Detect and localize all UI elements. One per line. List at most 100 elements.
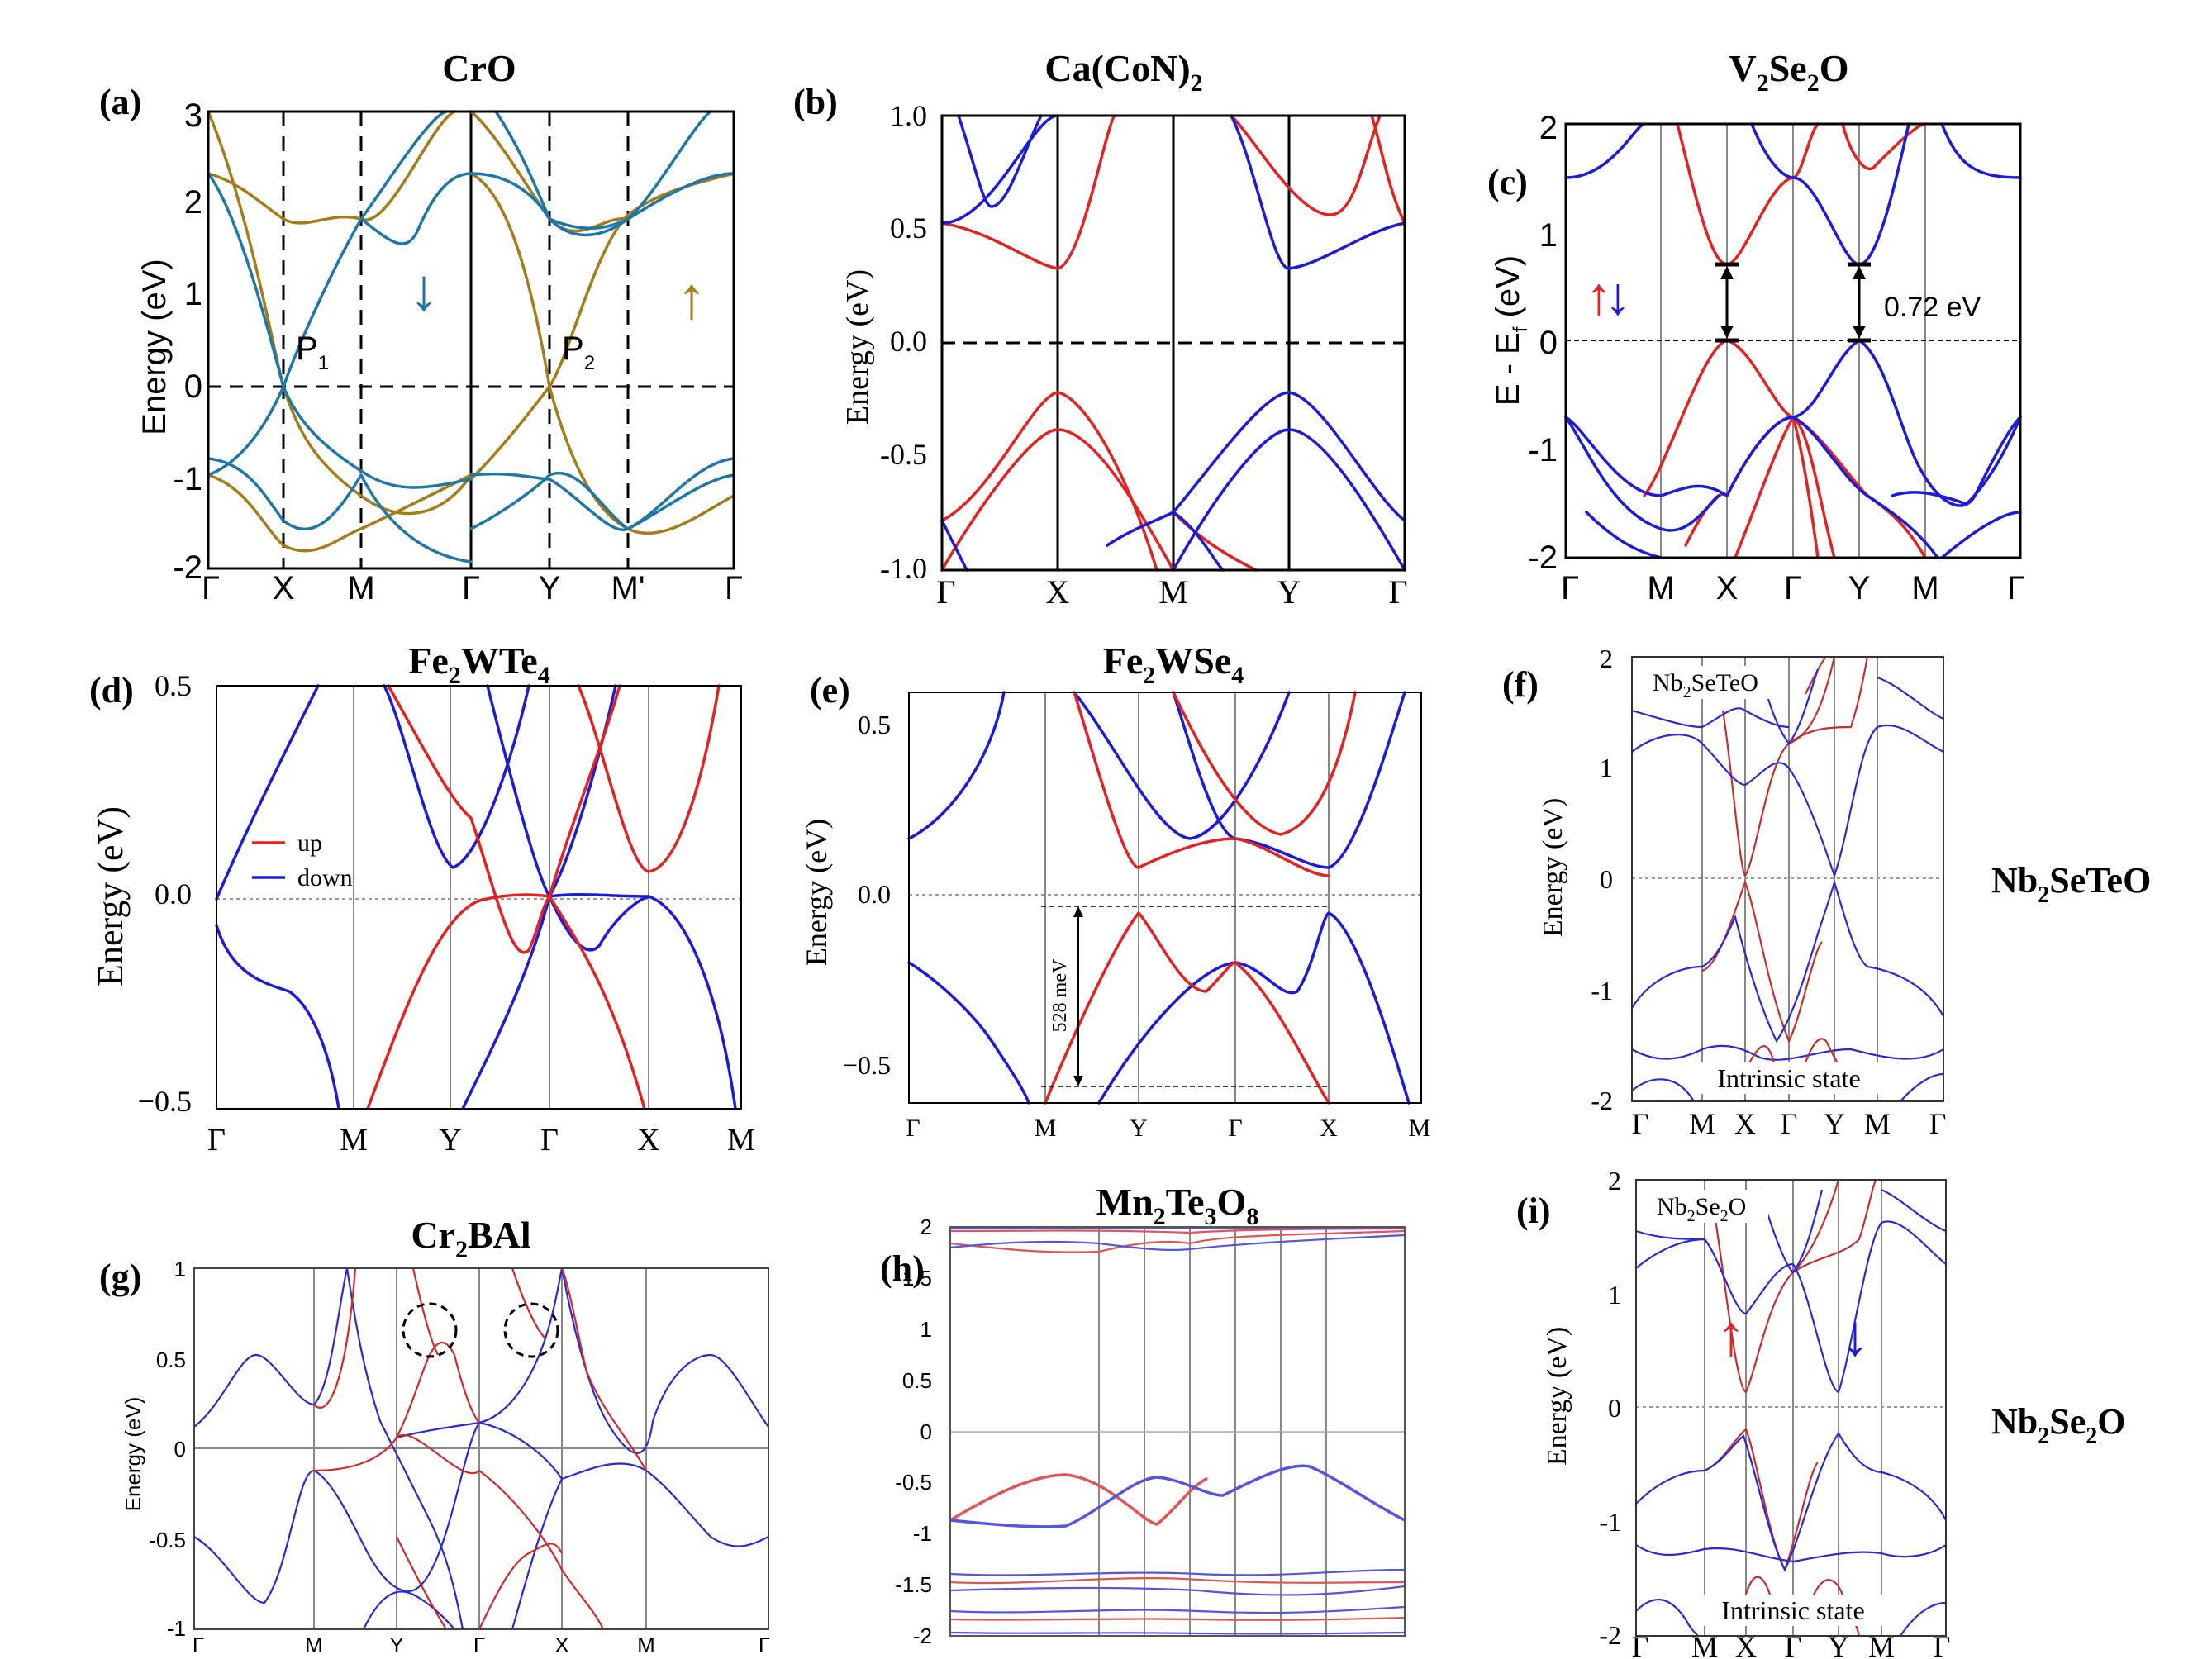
panel-g-band-up: [560, 1267, 647, 1471]
panel-b-label: (b): [793, 82, 838, 122]
panel-c-frame: [1564, 122, 2022, 559]
panel-e-xtick: Γ: [906, 1115, 920, 1142]
panel-i-xtick: Γ: [1632, 1630, 1649, 1659]
panel-f-plot: [1631, 656, 1944, 1102]
panel-i-ylabel: Energy (eV): [1542, 1327, 1572, 1466]
panel-i-ytick: 0: [1608, 1393, 1621, 1423]
panel-g-plot: [193, 1267, 769, 1630]
panel-g-ytick: 1: [174, 1257, 186, 1281]
panel-i-band-down: [1635, 1599, 1699, 1637]
panel-f-ytick: -2: [1591, 1086, 1613, 1115]
panel-b-band-down: [1172, 391, 1406, 522]
panel-b-ytick: 1.0: [890, 99, 927, 132]
panel-g-band-down: [193, 1267, 349, 1428]
panel-g-ytick: -1: [167, 1616, 186, 1641]
panel-e-ytick: −0.5: [843, 1050, 891, 1080]
panel-a-spin-up-arrow: ↑: [677, 265, 706, 331]
panel-g-band-down: [511, 1478, 563, 1630]
panel-c-xtick: M: [1911, 570, 1938, 606]
panel-b-yticks: 1.0 0.5 0.0 -0.5 -1.0: [880, 99, 927, 585]
panel-c-gap-arrowhead: [1720, 266, 1734, 279]
panel-g-yticks: 1 0.5 0 -0.5 -1: [149, 1257, 186, 1641]
panel-a-frame: [207, 110, 735, 570]
panel-i-band-down: [1635, 1431, 1947, 1572]
panel-h-label: (h): [880, 1248, 925, 1289]
panel-a-ytick: -2: [173, 549, 202, 586]
panel-e-xticks: Γ M Y Γ X M: [906, 1115, 1430, 1142]
panel-b-ytick: -1.0: [880, 552, 927, 585]
panel-h-ytick: 2: [920, 1215, 932, 1239]
panel-d-band-down: [383, 684, 530, 869]
panel-i-xtick: Γ: [1785, 1630, 1802, 1659]
panel-d-band-up: [366, 893, 646, 1110]
panel-d-ytick: 0.5: [155, 669, 192, 702]
panel-c-band-down: [1564, 416, 1729, 497]
panel-g-xtick: X: [554, 1633, 568, 1657]
panel-h-yticks: 2 1.5 1 0.5 0 -0.5 -1 -1.5 -2: [895, 1215, 932, 1648]
panel-a-band-down: [469, 471, 735, 530]
panel-c-ylabel: E - Ef (eV): [1490, 255, 1532, 406]
panel-g-title: Cr2BAl: [411, 1214, 530, 1263]
panel-d-xtick: M: [340, 1123, 368, 1157]
panel-i-band-up: [1709, 1179, 1840, 1394]
panel-b-frame: [940, 114, 1406, 572]
panel-c-band-down: [1891, 416, 2022, 506]
panel-b-band-down: [1230, 114, 1406, 270]
panel-a-label: (a): [99, 82, 141, 122]
panel-g-ylabel: Energy (eV): [121, 1397, 145, 1512]
panel-f-inset-label: Nb2SeTeO: [1653, 669, 1758, 701]
panel-f-band-down: [1900, 1072, 1944, 1102]
panel-a-ytick: 0: [184, 368, 202, 405]
panel-e-band-down: [1172, 691, 1406, 869]
panel-i-band-down: [1635, 1544, 1947, 1563]
panel-a-title: CrO: [442, 47, 516, 89]
panel-c-ytick: -1: [1528, 432, 1558, 468]
panel-b-band-down: [957, 114, 1043, 208]
panel-e-band-down: [907, 691, 1006, 840]
panel-h-band-up: [949, 1616, 1406, 1621]
panel-f-band-down: [1631, 879, 1944, 1043]
panel-b: (b) Ca(CoN)2 Energy (eV) 1.0 0.5 0.0 -0.…: [793, 47, 1408, 611]
panel-i-ytick: 1: [1608, 1280, 1621, 1310]
panel-a-band-down: [207, 110, 448, 477]
panel-b-xtick: Γ: [1388, 573, 1407, 611]
panel-h-plot: [949, 1226, 1406, 1637]
panel-d-xtick: M: [727, 1123, 755, 1157]
panel-b-title: Ca(CoN)2: [1044, 47, 1202, 97]
panel-c-xtick: Γ: [1561, 570, 1579, 606]
panel-e-xtick: Γ: [1228, 1115, 1242, 1142]
panel-a-xtick: Γ: [462, 570, 480, 606]
panel-a-band-down: [469, 457, 735, 532]
panel-f-xtick: M: [1864, 1107, 1891, 1140]
panel-i-frame: [1635, 1179, 1947, 1637]
panel-f-state-bg: [1701, 1062, 1882, 1094]
panel-e-xtick: M: [1035, 1115, 1057, 1142]
panel-c-yticks: 2 1 0 -1 -2: [1528, 110, 1558, 576]
panel-b-xtick: Γ: [936, 573, 955, 611]
panel-f-ytick: 2: [1600, 644, 1613, 673]
panel-b-plot: [940, 114, 1406, 572]
panel-c-ytick: -2: [1528, 540, 1558, 576]
panel-e-ytick: 0.5: [858, 710, 891, 739]
panel-g: (g) Cr2BAl Energy (eV) 1 0.5 0 -0.5 -1 Γ…: [99, 1214, 770, 1657]
panel-d-band-down: [548, 895, 650, 952]
panel-g-band-up: [411, 1267, 439, 1356]
panel-a-band-down: [469, 172, 735, 230]
panel-f-frame: [1631, 656, 1944, 1102]
panel-e-band-down: [907, 961, 1030, 1105]
panel-g-xtick: Y: [389, 1633, 403, 1657]
panel-i-band-down: [1635, 1220, 1947, 1394]
panel-g-band-up: [396, 1341, 480, 1438]
panel-g-band-up: [313, 1267, 357, 1409]
panel-c-xtick: Γ: [2007, 570, 2025, 606]
panel-a-xtick: Γ: [725, 570, 743, 606]
panel-c-gap-arrowhead: [1853, 266, 1866, 279]
panel-h-ytick: 1: [920, 1317, 932, 1342]
panel-a-band-up: [207, 110, 456, 225]
panel-d-title: Fe2WTe4: [408, 639, 549, 689]
panel-e-yticks: 0.5 0.0 −0.5: [843, 710, 891, 1080]
panel-b-band-down: [1172, 428, 1406, 572]
panel-g-band-up: [313, 1433, 605, 1630]
panel-d-legend: up down: [252, 830, 353, 891]
